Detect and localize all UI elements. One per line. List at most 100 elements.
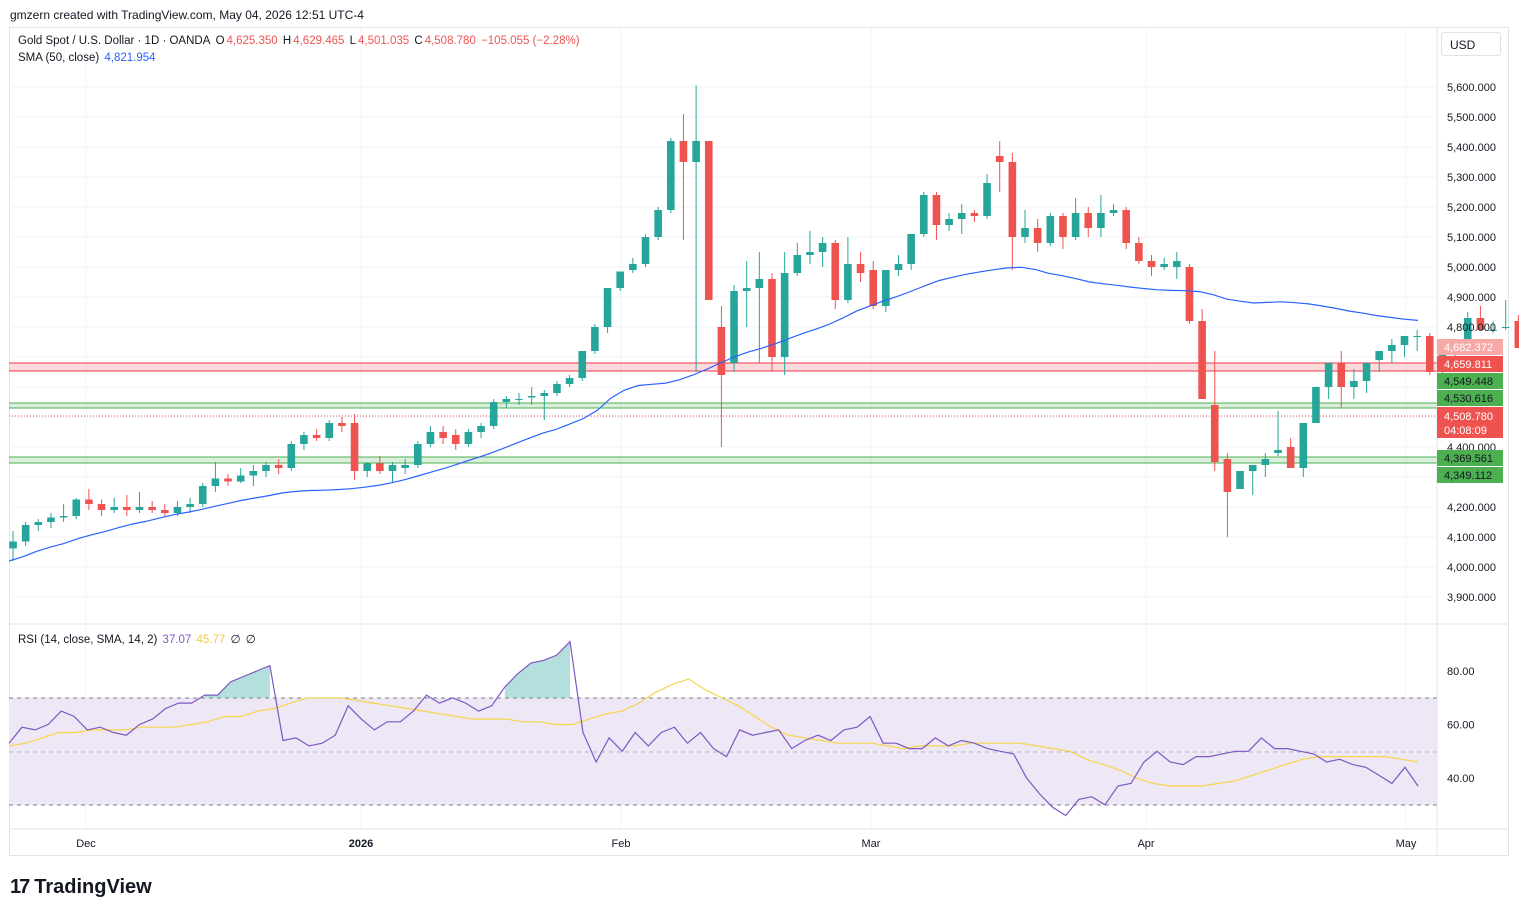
sma-label[interactable]: SMA (50, close) [18, 52, 100, 64]
candle-body [983, 183, 991, 216]
price-tick-label: 5,500.000 [1447, 112, 1496, 124]
candle-body [110, 507, 118, 510]
candle-body [1236, 471, 1244, 489]
candle-body [72, 499, 81, 516]
candle-body [1261, 459, 1270, 465]
candle-body [135, 507, 144, 510]
candle-body [882, 270, 890, 306]
last-price-text: 4,508.780 [1444, 411, 1493, 423]
candle-body [173, 507, 182, 513]
tradingview-logo[interactable]: 17 TradingView [10, 876, 152, 899]
candle-body [312, 435, 321, 438]
price-tick-label: 5,000.000 [1447, 262, 1496, 274]
candle-body [515, 399, 523, 400]
candle-body [439, 432, 447, 438]
currency-button[interactable]: USD [1441, 32, 1501, 56]
candle-body [502, 399, 511, 402]
candle-body [1274, 450, 1282, 453]
price-levels [9, 362, 1437, 464]
candle-body [274, 465, 283, 468]
candle-body [831, 243, 840, 300]
candle-body [148, 507, 156, 510]
open-label: O [215, 35, 225, 47]
candle-body [1362, 363, 1371, 381]
candle-body [806, 252, 814, 255]
candle-body [249, 471, 258, 476]
sma-value: 4,821.954 [104, 52, 156, 64]
price-tick-label: 3,900.000 [1447, 592, 1496, 604]
candle-body [527, 396, 536, 398]
level-label-text: 4,659.811 [1444, 359, 1492, 371]
candle-body [844, 264, 852, 300]
candle-body [1400, 336, 1409, 345]
price-tick-label: 4,100.000 [1447, 532, 1496, 544]
symbol-label[interactable]: Gold Spot / U.S. Dollar · 1D · OANDA [18, 35, 211, 47]
level-label-text: 4,549.448 [1444, 376, 1493, 388]
price-tick-label: 4,900.000 [1447, 292, 1496, 304]
candle-body [856, 264, 865, 273]
candle-body [388, 465, 397, 471]
candle-body [1312, 387, 1320, 423]
candle-body [376, 463, 384, 471]
candle-body [47, 517, 55, 522]
candle-body [1084, 213, 1093, 228]
logo-text: TradingView [34, 876, 152, 898]
level-label-text: 4,349.112 [1444, 470, 1492, 482]
level-label-bg [1437, 467, 1503, 483]
candle-body [768, 279, 776, 357]
candle-body [742, 288, 751, 291]
level-label-bg [1437, 450, 1503, 466]
candle-body [85, 499, 93, 504]
rsi-extra-1: ∅ [230, 634, 241, 646]
candle-body [704, 141, 713, 300]
logo-mark-icon: 17 [10, 876, 30, 898]
candle-body [1248, 465, 1257, 471]
candle-body [565, 378, 574, 384]
candle-body [34, 522, 43, 525]
candle-body [1185, 267, 1194, 321]
candle-body [325, 423, 334, 438]
price-tick-label: 5,600.000 [1447, 82, 1496, 94]
time-tick-label: Feb [612, 838, 631, 850]
candle-body [616, 271, 624, 288]
sma-legend: SMA (50, close) 4,821.954 [18, 52, 158, 64]
level-label-bg [1437, 339, 1503, 355]
rsi-ma-value: 45.77 [196, 634, 226, 646]
candle-body [755, 279, 764, 288]
time-tick-label: Apr [1137, 838, 1154, 850]
rsi-label[interactable]: RSI (14, close, SMA, 14, 2) [18, 634, 158, 646]
high-value: 4,629.465 [293, 35, 345, 47]
rsi-legend: RSI (14, close, SMA, 14, 2) 37.07 45.77 … [18, 632, 258, 646]
time-tick-label: May [1396, 838, 1417, 850]
candle-body [401, 465, 409, 468]
candle-body [350, 423, 359, 471]
candle-body [1046, 216, 1055, 243]
price-tick-label: 5,200.000 [1447, 202, 1496, 214]
price-tick-label: 4,800.000 [1447, 322, 1496, 334]
chart-frame [9, 27, 1509, 856]
candle-body [641, 237, 650, 264]
time-axis-ticks: Dec 2026 Feb Mar Apr May [76, 838, 1417, 850]
candle-body [123, 507, 131, 510]
level-label-bg [1437, 373, 1503, 389]
candle-body [692, 141, 700, 162]
chart-credit: gmzern created with TradingView.com, May… [10, 8, 364, 22]
candle-body [907, 234, 915, 264]
candle-body [186, 504, 194, 507]
candle-body [198, 486, 207, 504]
candle-body [9, 541, 17, 549]
high-label: H [282, 35, 292, 47]
candle-body [1426, 336, 1434, 372]
candle-body [211, 478, 220, 486]
candle-body [1071, 213, 1080, 237]
candle-body [869, 270, 877, 306]
candle-body [1413, 336, 1421, 337]
level-label-bg [1437, 390, 1503, 406]
time-tick-label: Dec [76, 838, 96, 850]
candle-body [1350, 381, 1358, 387]
candle-body [1097, 213, 1105, 228]
candle-body [717, 327, 726, 375]
countdown-text: 04:08:09 [1444, 425, 1487, 437]
candle-body [1324, 363, 1333, 387]
